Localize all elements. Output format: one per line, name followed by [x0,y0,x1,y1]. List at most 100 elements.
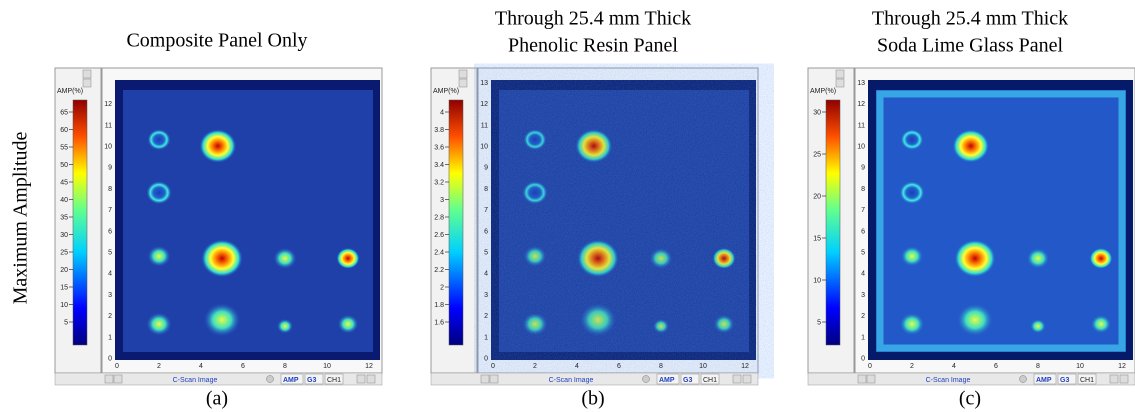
panel-title: Phenolic Resin Panel [508,35,678,57]
x-tick-label: 2 [533,363,537,370]
y-tick-label: 3 [861,292,865,299]
y-tick-label: 11 [481,122,488,129]
toolbar-button[interactable] [304,373,324,385]
colorbar-tick-label: 45 [60,180,68,187]
y-tick-label: 11 [105,122,112,129]
colorbar-tick-label: 2 [440,285,444,292]
toolbar-button-label[interactable]: AMP [283,377,299,384]
toolbar-button-label[interactable]: CH1 [703,377,717,384]
toolbar-button-label[interactable]: AMP [659,377,675,384]
toolbar-button[interactable] [1077,373,1097,385]
defect-indication [199,129,237,163]
y-tick-label: 0 [861,356,865,363]
defect-indication [899,181,925,205]
colorbar-tick-label: 25 [813,152,821,159]
footer-label: C-Scan Image [549,377,594,384]
y-tick-label: 7 [861,207,865,214]
toolbar-button-label[interactable]: AMP [1036,377,1052,384]
panel-caption: (a) [206,388,228,410]
colorbar-tick-label: 30 [60,232,68,239]
defect-indication [522,181,548,205]
y-tick-label: 8 [108,186,112,193]
scroll-button [366,374,376,384]
scan-edge [876,90,1126,352]
defect-indication [577,239,619,278]
defect-indication [273,247,297,269]
scroll-button [82,78,92,88]
toolbar-button-label[interactable]: G3 [1060,377,1069,384]
y-tick-label: 8 [861,186,865,193]
x-tick-label: 2 [157,363,161,370]
toolbar-button-label[interactable]: CH1 [1080,377,1094,384]
defect-indication [201,239,243,278]
scroll-button [489,374,499,384]
colorbar-tick-label: 10 [813,278,821,285]
colorbar-tick-label: 3.6 [434,145,444,152]
defect-indication [1029,318,1047,334]
defect-indication [1026,247,1050,269]
toggle-icon [1019,375,1027,383]
scroll-button [857,374,867,384]
defect-indication [146,181,172,205]
toolbar-button[interactable] [280,373,304,385]
toolbar-button[interactable] [1057,373,1077,385]
x-tick-label: 4 [575,363,579,370]
y-tick-label: 5 [484,250,488,257]
defect-indication [713,314,735,334]
y-tick-label: 4 [108,271,112,278]
defect-indication [336,247,360,269]
toolbar-button-label[interactable]: G3 [307,377,316,384]
colorbar-tick-label: 35 [60,215,68,222]
colorbar-tick-label: 2.8 [434,215,444,222]
x-tick-label: 8 [283,363,287,370]
panel-title: Through 25.4 mm Thick [872,8,1068,30]
defect-indication [276,318,294,334]
panel-title: Composite Panel Only [126,30,307,52]
x-tick-label: 4 [952,363,956,370]
toolbar-button[interactable] [1033,373,1057,385]
defect-indication [954,239,996,278]
scroll-button [866,374,876,384]
defect-indication [146,312,172,336]
y-tick-label: 9 [861,165,865,172]
y-tick-label: 10 [857,144,865,151]
colorbar-tick-label: 5 [817,320,821,327]
colorbar-tick-label: 55 [60,145,68,152]
defect-indication [523,245,547,267]
toolbar-button[interactable] [700,373,720,385]
y-tick-label: 4 [861,271,865,278]
colorbar-label: AMP(%) [57,88,83,95]
scroll-button [458,78,468,88]
colorbar-tick-label: 1.8 [434,302,444,309]
scroll-button [356,374,366,384]
y-tick-label: 5 [108,250,112,257]
panel-title: Through 25.4 mm Thick [495,8,691,30]
scroll-button [732,374,742,384]
y-tick-label: 1 [861,334,865,341]
toolbar-button[interactable] [324,373,344,385]
y-tick-label: 13 [480,80,488,87]
colorbar-tick-label: 3 [440,197,444,204]
toolbar-button[interactable] [656,373,680,385]
colorbar-tick-label: 15 [813,236,821,243]
toolbar-button-label[interactable]: CH1 [327,377,341,384]
y-tick-label: 1 [108,334,112,341]
colorbar-tick-label: 65 [60,110,68,117]
y-tick-label: 4 [484,271,488,278]
toolbar-button-label[interactable]: G3 [683,377,692,384]
defect-indication [203,303,241,337]
panel-title: Soda Lime Glass Panel [877,35,1064,57]
panel: Through 25.4 mm Thick Soda Lime Glass Pan… [807,8,1135,410]
y-tick-label: 6 [484,228,488,235]
y-tick-label: 0 [484,356,488,363]
y-tick-label: 3 [108,292,112,299]
colorbar-tick-label: 3.2 [434,180,444,187]
toolbar-button[interactable] [680,373,700,385]
scroll-button [104,374,114,384]
x-tick-label: 0 [868,363,872,370]
y-tick-label: 2 [108,313,112,320]
y-tick-label: 11 [858,122,865,129]
colorbar-tick-label: 2.4 [434,250,444,257]
colorbar-tick-label: 2.2 [434,267,444,274]
